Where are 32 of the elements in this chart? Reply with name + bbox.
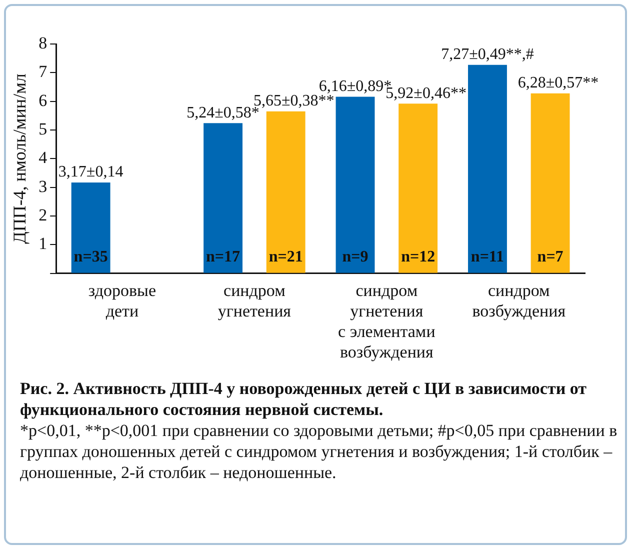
y-tick-label: 3 bbox=[38, 176, 48, 196]
x-tick-label: здоровые дети bbox=[88, 281, 156, 320]
annotation: n=17 bbox=[206, 248, 240, 266]
bar bbox=[336, 96, 375, 273]
data-label: 7,27±0,49**,# bbox=[441, 46, 534, 64]
y-axis-title: ДПП-4, нмоль/мин/мл bbox=[10, 74, 30, 244]
annotation: n=12 bbox=[401, 248, 436, 266]
bar bbox=[398, 104, 438, 273]
y-tick-label: 4 bbox=[38, 148, 48, 168]
annotation: n=35 bbox=[74, 248, 108, 266]
bar bbox=[530, 93, 570, 273]
annotation: n=9 bbox=[342, 248, 368, 266]
y-tick-label: 5 bbox=[38, 119, 48, 138]
annotation: n=7 bbox=[537, 248, 564, 266]
bar bbox=[468, 64, 507, 273]
y-tick-label: 2 bbox=[38, 206, 48, 225]
x-tick-label: синдром возбуждения bbox=[472, 281, 566, 320]
text: *p<0,01, **p<0,001 при сравнении со здоровыми детьми; #p<0,05 при сравнении в группах доношенных детей с синдромом угнетения и возбуждения; 1-й столбик – доношенные, 2-й столбик – недоношенные. bbox=[20, 420, 618, 483]
annotation: n=11 bbox=[470, 248, 504, 266]
x-tick-label: синдром угнетения bbox=[218, 281, 292, 320]
data-label: 3,17±0,14 bbox=[58, 164, 124, 181]
y-tick-label: 7 bbox=[38, 62, 48, 82]
bar bbox=[204, 123, 243, 273]
bar bbox=[266, 111, 306, 273]
data-label: 6,28±0,57** bbox=[518, 74, 599, 92]
y-tick-label: 1 bbox=[38, 234, 48, 254]
y-tick-label: 8 bbox=[38, 33, 48, 52]
text: Рис. 2. Активность ДПП-4 у новорожденных детей с ЦИ в зависимости от функционального состояния нервной системы. bbox=[20, 378, 588, 420]
y-tick-label: 6 bbox=[38, 90, 48, 110]
x-tick-label: синдром угнетения с элементами возбуждения bbox=[338, 281, 436, 362]
annotation: n=21 bbox=[268, 248, 303, 266]
bar bbox=[71, 182, 110, 273]
